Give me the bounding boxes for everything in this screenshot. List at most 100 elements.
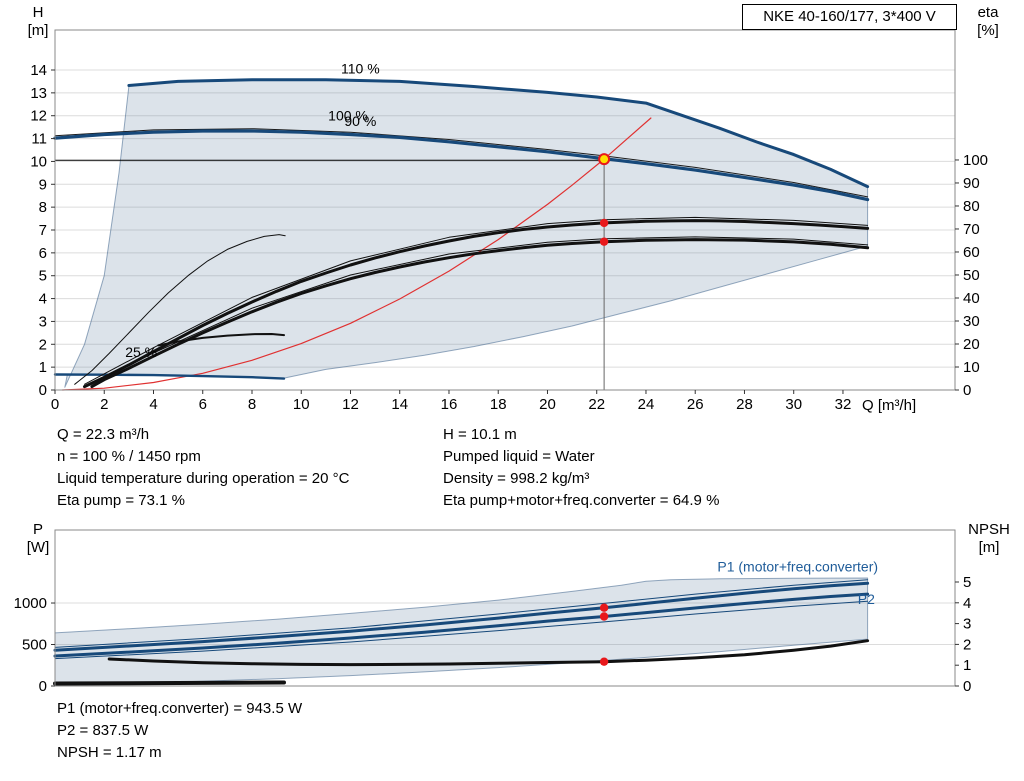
p2-tolerance <box>54 600 869 660</box>
info-liquid-temp: Liquid temperature during operation = 20… <box>57 470 350 487</box>
y-tick-label: 2 <box>39 336 47 353</box>
y2-tick-label: 30 <box>963 313 980 330</box>
duty-info-right: H = 10.1 m Pumped liquid = Water Density… <box>443 424 719 512</box>
x-tick-label: 2 <box>100 396 108 413</box>
eta-total-point <box>599 237 609 246</box>
x-tick-label: 0 <box>51 396 59 413</box>
y2-tick-label: 40 <box>963 290 980 307</box>
y-tick-label: 9 <box>39 176 47 193</box>
p1-curve <box>53 581 870 652</box>
info-head: H = 10.1 m <box>443 426 517 443</box>
eta-axis-title: eta [%] <box>966 4 1010 40</box>
speed-curve-25 <box>53 373 286 380</box>
npsh-point <box>599 657 609 666</box>
pump-model-title: NKE 40-160/177, 3*400 V <box>742 4 957 30</box>
x-tick-label: 20 <box>539 396 556 413</box>
npsh-axis-unit: [m] <box>978 539 1000 556</box>
x-tick-label: 4 <box>149 396 157 413</box>
eta-curve-part-load <box>74 234 286 385</box>
x-tick-label: 8 <box>248 396 256 413</box>
x-tick-label: 30 <box>785 396 802 413</box>
y2-tick-label: 0 <box>963 678 971 695</box>
eta-total-curve <box>90 238 870 389</box>
y2-tick-label: 0 <box>963 382 971 399</box>
power-info: P1 (motor+freq.converter) = 943.5 W P2 =… <box>57 698 302 764</box>
y-tick-label: 7 <box>39 222 47 239</box>
eta-axis-unit: [%] <box>977 22 999 39</box>
x-tick-label: 14 <box>391 396 408 413</box>
y-tick-label: 13 <box>30 85 47 102</box>
p-25-curve <box>53 680 286 686</box>
y2-tick-label: 80 <box>963 198 980 215</box>
x-tick-label: 16 <box>441 396 458 413</box>
h-axis-symbol: H <box>32 4 44 21</box>
label-110pct: 110 % <box>341 60 380 76</box>
q-axis-title: Q [m³/h] <box>862 397 917 414</box>
eta-pump-tolerance <box>84 216 869 385</box>
label-90pct: 90 % <box>344 113 376 129</box>
p-axis-symbol: P <box>32 521 43 538</box>
info-p2: P2 = 837.5 W <box>57 722 149 739</box>
speed-curve-100 <box>53 129 870 202</box>
y2-tick-label: 90 <box>963 175 980 192</box>
x-tick-label: 12 <box>342 396 359 413</box>
eta-total-tolerance <box>91 236 869 384</box>
p1-point <box>599 603 609 612</box>
x-tick-label: 24 <box>638 396 655 413</box>
y-tick-label: 14 <box>30 62 47 79</box>
p2-point <box>599 612 609 621</box>
y-tick-label: 500 <box>22 637 47 654</box>
y-tick-label: 5 <box>39 268 47 285</box>
plot-frame <box>54 529 956 687</box>
npsh-curve <box>107 639 870 667</box>
y-tick-label: 0 <box>39 678 47 695</box>
power-envelope <box>54 577 869 685</box>
x-tick-label: 28 <box>736 396 753 413</box>
x-tick-label: 32 <box>835 396 852 413</box>
plot-frame <box>54 29 956 391</box>
x-tick-label: 18 <box>490 396 507 413</box>
y-tick-label: 12 <box>30 108 47 125</box>
info-eta-pump: Eta pump = 73.1 % <box>57 492 185 509</box>
p-axis-unit: [W] <box>26 539 50 556</box>
p1-tolerance <box>54 579 869 648</box>
y2-tick-label: 2 <box>963 636 971 653</box>
y-tick-label: 1000 <box>14 595 47 612</box>
label-25pct: 25 % <box>125 344 157 360</box>
system-curve <box>61 117 652 391</box>
speed-curve-100-tolerance <box>54 128 869 198</box>
x-tick-label: 26 <box>687 396 704 413</box>
y-tick-label: 1 <box>39 359 47 376</box>
info-npsh: NPSH = 1.17 m <box>57 744 162 761</box>
duty-point[interactable] <box>598 153 611 166</box>
duty-info-left: Q = 22.3 m³/h n = 100 % / 1450 rpm Liqui… <box>57 424 349 512</box>
y2-tick-label: 10 <box>963 359 980 376</box>
x-tick-label: 22 <box>588 396 605 413</box>
y-tick-label: 10 <box>30 153 47 170</box>
info-speed: n = 100 % / 1450 rpm <box>57 448 201 465</box>
y-tick-label: 0 <box>39 382 47 399</box>
info-eta-total: Eta pump+motor+freq.converter = 64.9 % <box>443 492 720 509</box>
info-pumped-liquid: Pumped liquid = Water <box>443 448 595 465</box>
info-density: Density = 998.2 kg/m³ <box>443 470 590 487</box>
y2-tick-label: 100 <box>963 152 988 169</box>
y2-tick-label: 50 <box>963 267 980 284</box>
eta-axis-symbol: eta <box>977 4 999 21</box>
label-100pct: 100 % <box>328 108 368 124</box>
eta-pump-curve <box>83 219 870 389</box>
npsh-axis-title: NPSH [m] <box>960 521 1018 557</box>
p2-label: P2 <box>858 591 875 607</box>
y2-tick-label: 70 <box>963 221 980 238</box>
y-tick-label: 6 <box>39 245 47 262</box>
speed-curve-110 <box>127 78 870 189</box>
power-axis-title: P [W] <box>18 521 58 557</box>
y-tick-label: 11 <box>31 131 47 148</box>
x-tick-label: 6 <box>199 396 207 413</box>
npsh-axis-symbol: NPSH <box>968 521 1010 538</box>
y2-tick-label: 60 <box>963 244 980 261</box>
y2-tick-label: 3 <box>963 616 971 633</box>
y-tick-label: 8 <box>39 199 47 216</box>
info-p1: P1 (motor+freq.converter) = 943.5 W <box>57 700 303 717</box>
